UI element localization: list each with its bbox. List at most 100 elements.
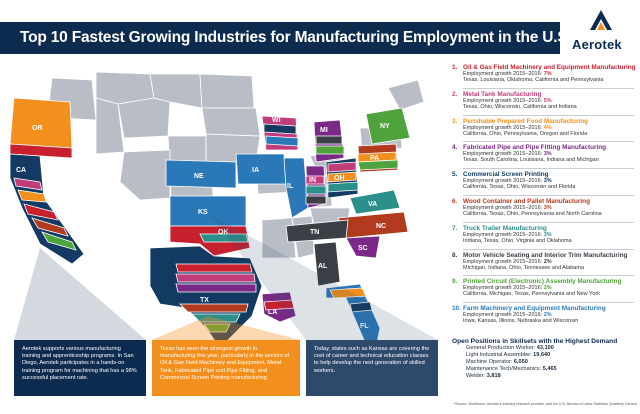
growth-label: Employment growth 2015–2016: <box>463 97 543 104</box>
industry-name: Wood Container and Pallet Manufacturing <box>463 197 590 205</box>
position-label: Maintenance Tech/Mechanics: <box>466 366 542 372</box>
growth-value: 3% <box>543 151 552 158</box>
open-position-row: Light Industrial Assembler: 19,640 <box>452 352 638 359</box>
growth-value: 3% <box>543 231 552 238</box>
growth-label: Employment growth 2015–2016: <box>463 124 543 131</box>
callout-texas-text: Texas has seen the strongest growth in m… <box>160 346 290 381</box>
divider <box>463 141 634 143</box>
growth-label: Employment growth 2015–2016: <box>463 151 543 158</box>
label-ne: NE <box>194 173 204 180</box>
label-nc: NC <box>376 223 386 230</box>
industry-number: 7. <box>452 224 458 232</box>
state-sc <box>345 235 381 259</box>
title-bar: Top 10 Fastest Growing Industries for Ma… <box>0 22 572 54</box>
industry-number: 1. <box>452 64 458 71</box>
open-positions: Open Positions in Skillsets with the Hig… <box>452 338 638 380</box>
label-va: VA <box>368 201 377 208</box>
industry-states: California, Ohio, Pennsylvania, Oregon a… <box>463 130 588 137</box>
industry-name: Farm Machinery and Equipment Manufacturi… <box>463 305 606 313</box>
divider <box>463 275 634 277</box>
industry-number: 5. <box>452 171 458 179</box>
open-position-row: Welder: 3,818 <box>452 373 638 380</box>
industry-item: 9. Printed Circuit (Electronic) Assembly… <box>452 278 638 305</box>
industry-states: Texas, Louisiana, Oklahoma, California a… <box>463 77 604 83</box>
label-fl: FL <box>360 323 369 330</box>
industry-item: 7. Truck Trailer Manufacturing Employmen… <box>452 225 638 252</box>
growth-value: 7% <box>543 71 552 77</box>
growth-value: 2% <box>543 258 552 265</box>
industry-name: Perishable Prepared Food Manufacturing <box>463 117 588 125</box>
map-highlights <box>9 97 411 349</box>
state-ks <box>169 195 247 227</box>
growth-value: 2% <box>543 285 552 292</box>
state-ia <box>235 153 287 185</box>
divider <box>463 168 634 170</box>
industry-item: 2. Metal Tank Manufacturing Employment g… <box>452 91 638 118</box>
industry-number: 8. <box>452 251 458 259</box>
state-va <box>349 189 401 215</box>
divider <box>463 194 634 196</box>
industry-name: Printed Circuit (Electronic) Assembly Ma… <box>463 278 622 286</box>
position-count: 43,100 <box>536 345 554 351</box>
growth-label: Employment growth 2015–2016: <box>463 285 543 292</box>
growth-value: 5% <box>543 97 552 104</box>
position-label: Welder: <box>466 373 486 379</box>
position-label: Machine Operator: <box>466 359 513 365</box>
industry-number: 10. <box>452 305 461 313</box>
growth-label: Employment growth 2015–2016: <box>463 231 543 238</box>
growth-value: 3% <box>543 204 552 211</box>
label-la: LA <box>268 309 277 316</box>
state-labels: OR CA NE KS OK TX IA WI IL IN MI OH PA N… <box>16 117 390 330</box>
state-ne <box>165 159 237 189</box>
label-tn: TN <box>310 229 319 236</box>
industry-name: Fabricated Pipe and Pipe Fitting Manufac… <box>463 144 607 152</box>
callout-kansas-text: Today, states such as Kansas are coverin… <box>314 346 430 374</box>
callout-kansas: Today, states such as Kansas are coverin… <box>306 340 438 396</box>
industry-number: 2. <box>452 90 458 98</box>
industry-name: Truck Trailer Manufacturing <box>463 224 547 232</box>
industry-states: Indiana, Texas, Ohio, Virginia and Oklah… <box>463 237 572 244</box>
industry-item: 4. Fabricated Pipe and Pipe Fitting Manu… <box>452 144 638 171</box>
industry-number: 4. <box>452 144 458 152</box>
position-count: 5,465 <box>542 366 557 372</box>
open-position-row: Machine Operator: 6,050 <box>452 359 638 366</box>
position-count: 6,050 <box>513 359 528 365</box>
industry-name: Motor Vehicle Seating and Interior Trim … <box>463 251 628 259</box>
industry-states: Texas, Ohio, Wisconsin, California and I… <box>463 103 577 110</box>
position-label: Light Industrial Assembler: <box>466 352 532 358</box>
industry-item: 3. Perishable Prepared Food Manufacturin… <box>452 118 638 145</box>
growth-label: Employment growth 2015–2016: <box>463 312 543 319</box>
industry-number: 3. <box>452 117 458 125</box>
aerotek-logo: Aerotek <box>568 10 634 56</box>
growth-label: Employment growth 2015–2016: <box>463 204 543 211</box>
aerotek-chevron-logo-icon <box>590 10 612 30</box>
label-in: IN <box>309 177 316 184</box>
label-mi: MI <box>320 127 328 134</box>
callout-san-diego: Aerotek supports various manufacturing t… <box>14 340 146 396</box>
source-note: *Source: Workforce, Aerotek's industry r… <box>453 402 638 406</box>
position-count: 19,640 <box>533 352 551 358</box>
growth-label: Employment growth 2015–2016: <box>463 258 543 265</box>
us-map: OR CA NE KS OK TX IA WI IL IN MI OH PA N… <box>9 71 438 349</box>
industry-number: 6. <box>452 197 458 205</box>
industry-states: California, Michigan, Texas, Pennsylvani… <box>463 291 600 298</box>
growth-label: Employment growth 2015–2016: <box>463 71 543 77</box>
state-il <box>283 157 309 219</box>
industry-states: Iowa, Kansas, Illinois, Nebraska and Wis… <box>463 318 579 325</box>
industry-states: Texas, South Carolina, Louisiana, Indian… <box>463 157 599 164</box>
label-oh: OH <box>334 175 345 182</box>
state-or <box>9 97 73 149</box>
industry-list: 1. Oil & Gas Field Machinery and Equipme… <box>452 64 638 332</box>
industry-states: California, Texas, Ohio, Pennsylvania an… <box>463 210 602 217</box>
state-tn <box>285 219 349 243</box>
divider <box>463 248 634 250</box>
industry-item: 1. Oil & Gas Field Machinery and Equipme… <box>452 64 638 91</box>
divider <box>463 114 634 116</box>
label-ca: CA <box>16 167 26 174</box>
label-il: IL <box>287 183 294 190</box>
growth-value: 4% <box>543 124 552 131</box>
label-pa: PA <box>370 155 379 162</box>
label-ny: NY <box>380 123 390 130</box>
industry-number: 9. <box>452 278 458 286</box>
position-label: General Production Worker: <box>466 345 536 351</box>
